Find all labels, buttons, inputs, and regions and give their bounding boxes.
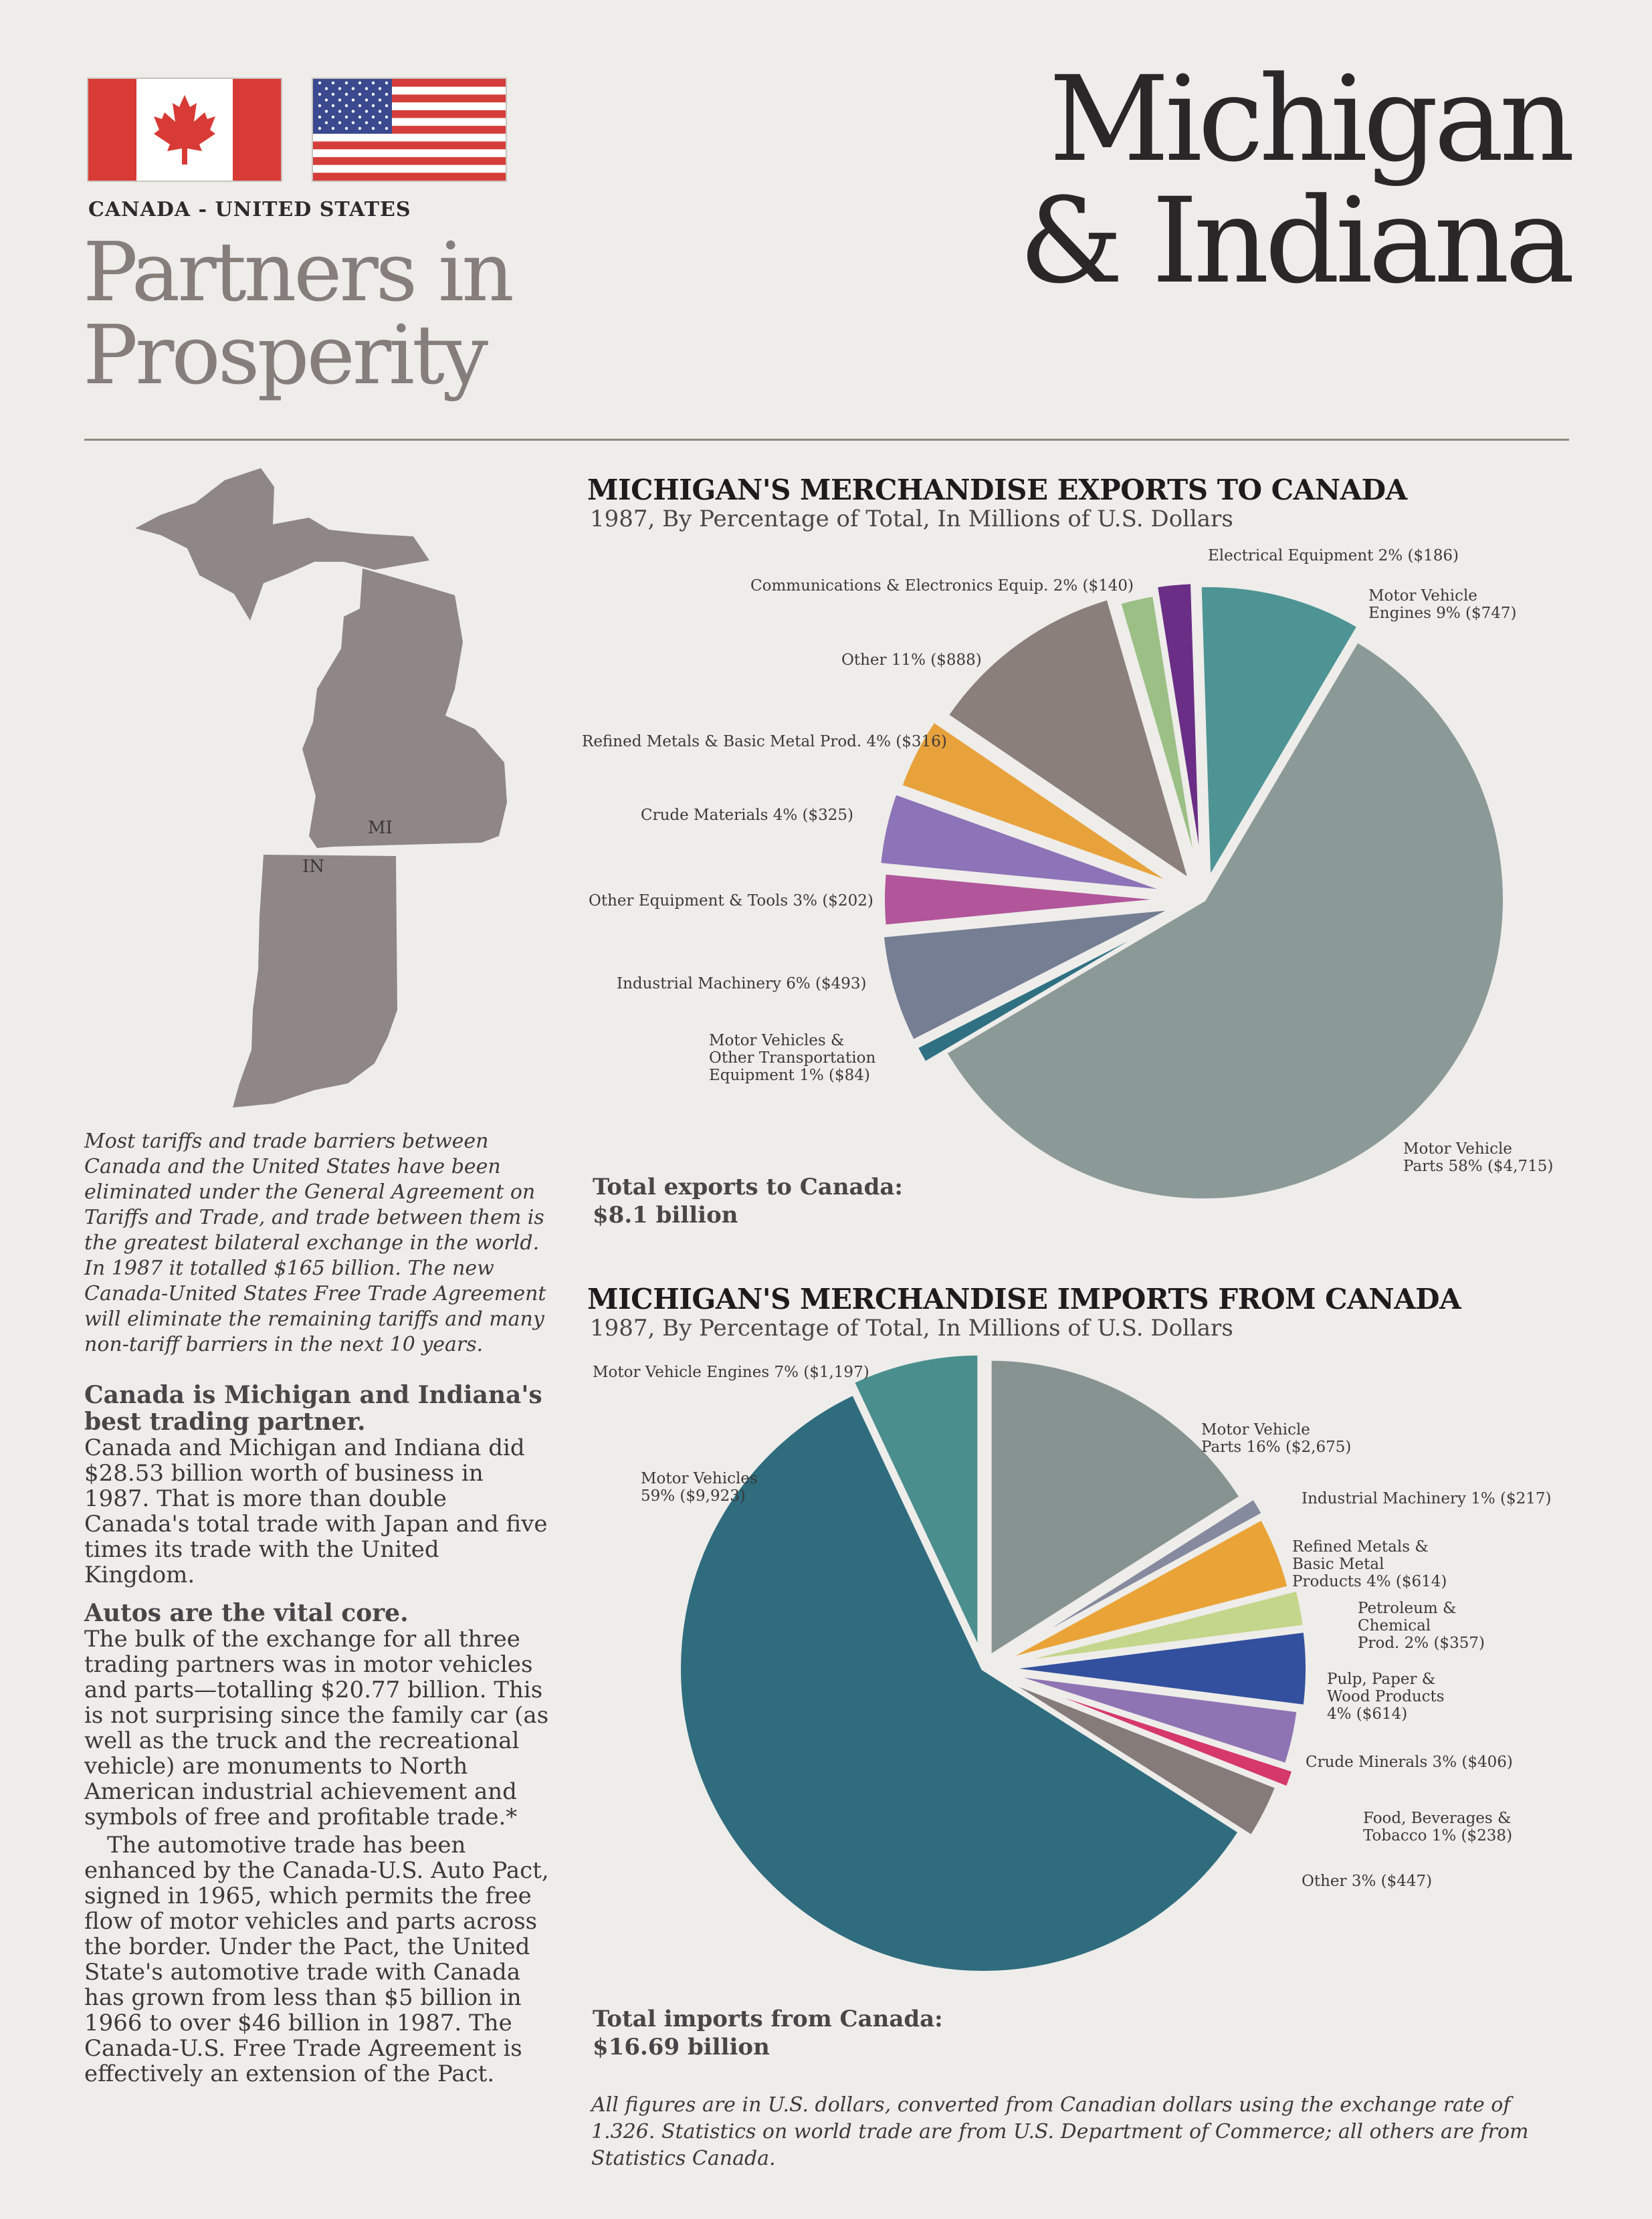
flags-caption: CANADA - UNITED STATES	[88, 198, 411, 221]
slice-label: Industrial Machinery 6% ($493)	[617, 975, 867, 992]
slice-label: Crude Materials 4% ($325)	[641, 807, 853, 824]
pie-slice-other	[944, 595, 1195, 886]
slice-label: Pulp, Paper & Wood Products 4% ($614)	[1327, 1671, 1445, 1723]
state-map: MI IN	[135, 468, 507, 1107]
canada-flag	[87, 78, 282, 182]
pie-slice-crude-minerals	[1002, 1671, 1302, 1768]
title-line-1: Michigan	[1049, 51, 1575, 188]
exports-total: Total exports to Canada: $8.1 billion	[593, 1173, 903, 1229]
exports-total-label: Total exports to Canada:	[593, 1174, 903, 1200]
slice-label: Other 11% ($888)	[841, 651, 982, 669]
section-paragraph: The automotive trade has been enhanced b…	[84, 1832, 549, 2087]
pie-slice-motor-vehicle-engines	[1197, 583, 1362, 887]
pie-slice-motor-vehicles-other-transportation-equipment	[913, 908, 1185, 1067]
pie-slice-communications-electronics-equip-	[1116, 592, 1202, 881]
slice-label: Refined Metals & Basic Metal Prod. 4% ($…	[582, 733, 947, 750]
pie-slice-petroleum-chemical-prod-	[1002, 1586, 1308, 1667]
maple-leaf-icon	[154, 95, 215, 165]
section-paragraph: The bulk of the exchange for all three t…	[84, 1626, 549, 1830]
pie-slice-refined-metals-basic-metal-prod-	[898, 717, 1179, 888]
slice-label: Refined Metals & Basic Metal Products 4% (…	[1292, 1538, 1447, 1590]
imports-total-value: $16.69 billion	[593, 2034, 770, 2060]
pie-slice-motor-vehicle-engines	[849, 1351, 982, 1653]
exports-chart-subtitle: 1987, By Percentage of Total, In Million…	[590, 506, 1233, 532]
slice-label: Motor Vehicle Engines 7% ($1,197)	[593, 1364, 869, 1381]
pie-slice-pulp-paper-wood-products	[1003, 1628, 1310, 1709]
pie-slice-industrial-machinery	[996, 1494, 1267, 1663]
map-label-mi: MI	[368, 818, 393, 838]
slice-label: Motor Vehicle Parts 16% ($2,675)	[1201, 1421, 1351, 1456]
pie-slice-refined-metals-basic-metal-products	[999, 1515, 1292, 1664]
michigan-lower-peninsula	[302, 568, 507, 848]
slice-label: Motor Vehicles & Other Transportation Equi…	[709, 1032, 875, 1084]
slice-label: Industrial Machinery 1% ($217)	[1302, 1490, 1552, 1507]
imports-pie-chart: Motor Vehicle Parts 16% ($2,675) Industria…	[593, 1351, 1552, 1975]
slice-label: Other Equipment & Tools 3% ($202)	[589, 892, 873, 910]
map-label-in: IN	[302, 857, 324, 877]
imports-chart-title: MICHIGAN'S MERCHANDISE IMPORTS FROM CANA…	[587, 1283, 1461, 1315]
pie-slice-motor-vehicle-parts	[987, 1356, 1245, 1661]
slice-label: Crude Minerals 3% ($406)	[1306, 1754, 1513, 1771]
pie-slice-food-beverages-tobacco	[1003, 1674, 1297, 1791]
footnote: All figures are in U.S. dollars, convert…	[591, 2093, 1529, 2170]
section-paragraph: Canada and Michigan and Indiana did $28.…	[84, 1435, 548, 1588]
slice-label: Electrical Equipment 2% ($186)	[1208, 547, 1459, 564]
partners-title: Partners in Prosperity	[83, 231, 551, 397]
imports-total: Total imports from Canada: $16.69 billio…	[593, 2005, 943, 2061]
section-heading: Autos are the vital core.	[84, 1599, 409, 1627]
slice-label: Communications & Electronics Equip. 2% (…	[750, 577, 1134, 595]
section-autos: Autos are the vital core. The bulk of th…	[84, 1600, 552, 2087]
partners-line-1: Partners in	[83, 225, 514, 320]
michigan-upper-peninsula	[135, 468, 429, 621]
title-line-2: & Indiana	[1019, 173, 1575, 310]
pie-slice-motor-vehicle-parts	[942, 637, 1507, 1202]
exports-total-value: $8.1 billion	[593, 1202, 738, 1229]
pie-slice-other-equipment-tools	[881, 870, 1172, 929]
section-best-partner: Canada is Michigan and Indiana's best tr…	[84, 1382, 552, 1588]
slice-label: Motor Vehicle Engines 9% ($747)	[1368, 587, 1517, 622]
pie-slice-crude-materials	[876, 790, 1174, 895]
section-heading: Canada is Michigan and Indiana's best tr…	[84, 1381, 542, 1436]
page-title: Michigan & Indiana	[869, 51, 1575, 310]
exports-pie-chart: Motor Vehicle Parts 58% ($4,715) Motor Veh…	[582, 547, 1554, 1202]
pie-slice-other	[999, 1675, 1280, 1840]
slice-label: Food, Beverages & Tobacco 1% ($238)	[1363, 1810, 1512, 1844]
slice-label: Motor Vehicles 59% ($9,923)	[641, 1470, 758, 1505]
body-column: Canada is Michigan and Indiana's best tr…	[84, 1382, 552, 2087]
slice-label: Petroleum & Chemical Prod. 2% ($357)	[1358, 1600, 1485, 1652]
slice-label: Other 3% ($447)	[1302, 1873, 1432, 1890]
header-rule	[84, 439, 1569, 441]
stars-and-stripes-icon	[313, 79, 506, 181]
imports-total-label: Total imports from Canada:	[593, 2006, 943, 2032]
intro-text: Most tariffs and trade barriers between …	[84, 1130, 546, 1356]
pie-slice-electrical-equipment	[1153, 580, 1204, 877]
indiana	[233, 855, 397, 1107]
partners-line-2: Prosperity	[83, 308, 488, 403]
slice-label: Motor Vehicle Parts 58% ($4,715)	[1403, 1140, 1553, 1175]
pie-slice-motor-vehicles	[677, 1390, 1243, 1975]
exports-chart-title: MICHIGAN'S MERCHANDISE EXPORTS TO CANADA	[587, 473, 1407, 506]
imports-chart-subtitle: 1987, By Percentage of Total, In Million…	[590, 1315, 1233, 1342]
pie-slice-industrial-machinery	[880, 906, 1177, 1045]
us-flag	[312, 78, 507, 182]
